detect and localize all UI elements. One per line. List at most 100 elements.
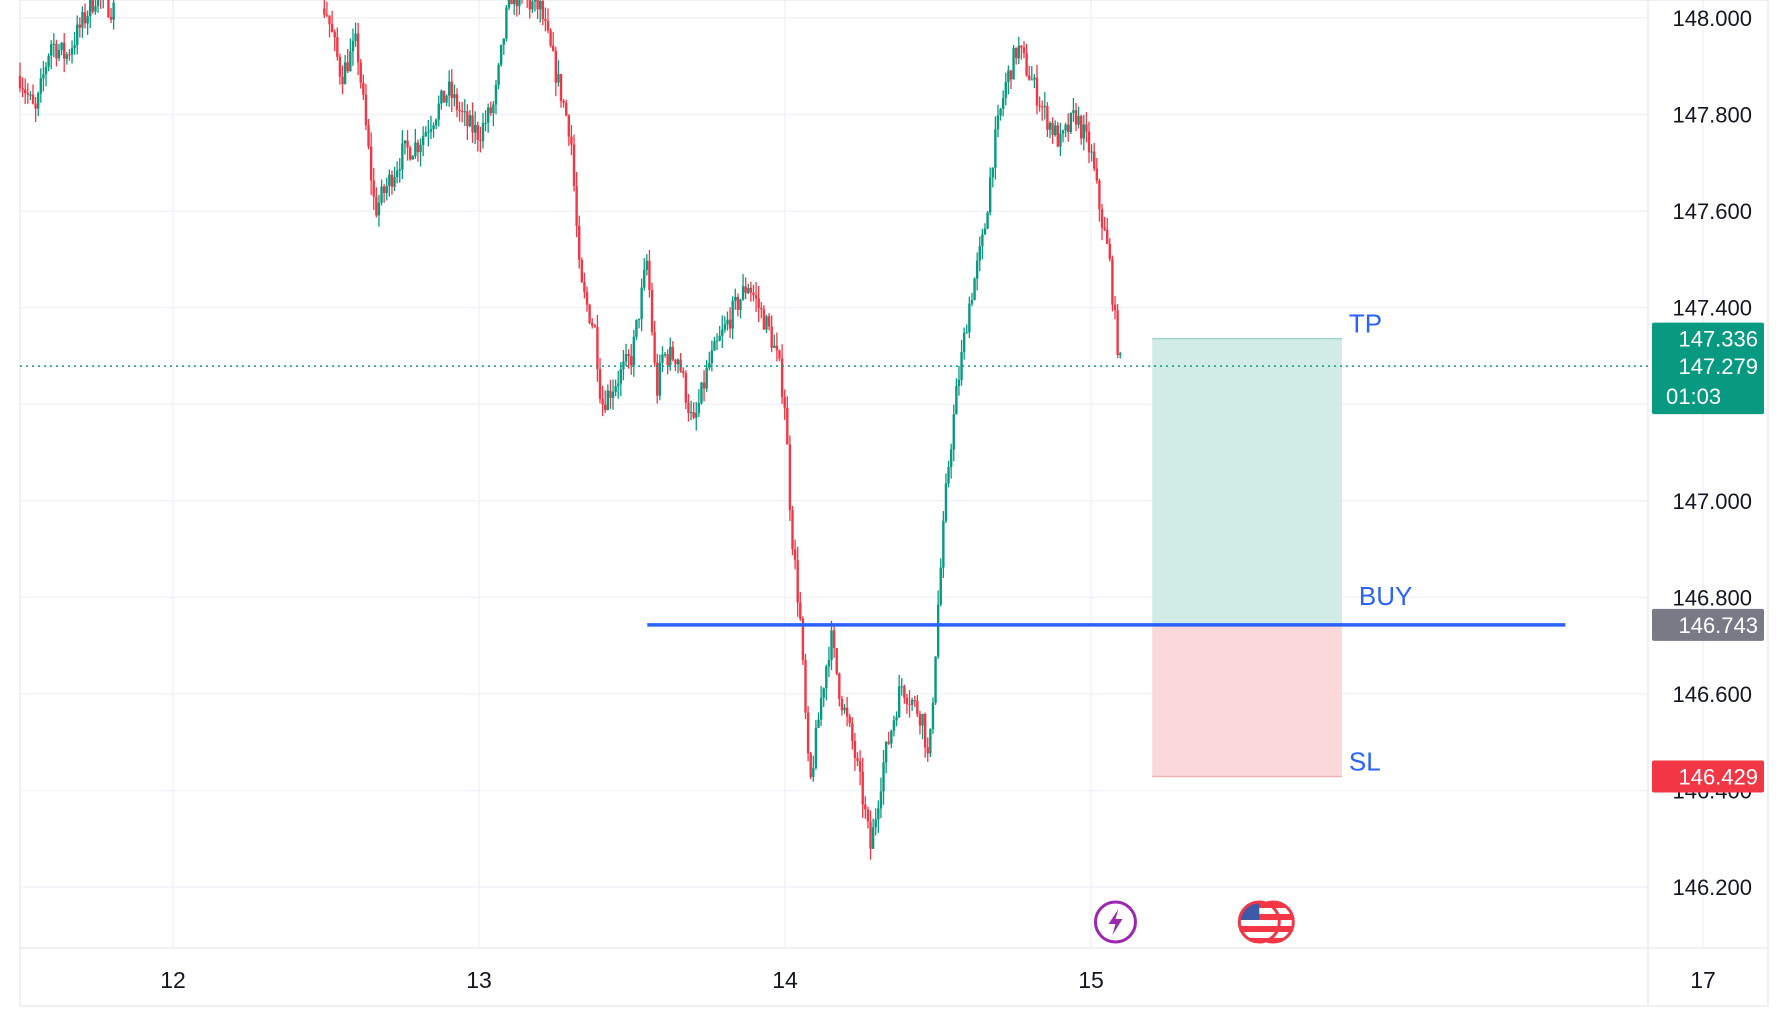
us-flag-event[interactable] xyxy=(1237,900,1295,944)
candle-body xyxy=(1080,116,1083,139)
candle-body xyxy=(554,50,558,83)
current-price-value: 147.279 xyxy=(1678,354,1758,379)
take-profit-zone[interactable] xyxy=(1152,338,1342,625)
candle-body xyxy=(845,707,849,717)
candle-body xyxy=(614,386,617,392)
candle-body xyxy=(864,804,867,810)
candle-body xyxy=(437,103,440,120)
candle-body xyxy=(892,720,896,731)
candle-body xyxy=(817,719,820,728)
candle-body xyxy=(897,686,901,718)
candle-body xyxy=(385,185,388,194)
sl-price-value: 146.429 xyxy=(1678,764,1758,789)
candle-body xyxy=(1100,209,1104,228)
y-tick-label: 146.600 xyxy=(1672,682,1752,707)
candle-body xyxy=(1035,77,1039,106)
candle-body xyxy=(757,298,760,308)
y-tick-label: 147.000 xyxy=(1672,489,1752,514)
candle-body xyxy=(708,363,711,368)
candle-body xyxy=(89,0,92,17)
position-zones[interactable] xyxy=(1152,337,1342,778)
candle-body xyxy=(432,125,435,130)
candle-body xyxy=(695,412,698,418)
candle-body xyxy=(1001,98,1005,109)
candle-body xyxy=(799,602,802,619)
candle-body xyxy=(726,319,729,325)
candle-body xyxy=(942,520,945,568)
candle-body xyxy=(533,0,537,2)
candle-body xyxy=(1056,125,1059,147)
candle-body xyxy=(549,30,552,46)
candle-body xyxy=(812,767,815,777)
candle-body xyxy=(440,90,443,104)
candle-body xyxy=(840,698,844,711)
candle-body xyxy=(770,326,773,348)
candle-body xyxy=(1085,124,1088,132)
candle-body xyxy=(403,140,407,144)
candle-body xyxy=(788,444,792,511)
candle-body xyxy=(835,647,838,674)
candle-body xyxy=(1004,81,1007,99)
candle-body xyxy=(86,16,89,24)
stop-loss-zone[interactable] xyxy=(1152,624,1342,777)
candle-body xyxy=(596,326,599,370)
candle-body xyxy=(109,16,113,20)
candle-body xyxy=(923,714,927,748)
candle-body xyxy=(814,727,818,768)
lightning-event[interactable] xyxy=(1093,900,1137,944)
candle-body xyxy=(536,0,539,10)
candle-body xyxy=(796,560,799,603)
candle-body xyxy=(484,122,487,124)
candle-body xyxy=(921,714,924,726)
tp-label: TP xyxy=(1349,309,1382,339)
candle-body xyxy=(1048,122,1052,130)
candle-body xyxy=(1067,124,1070,133)
candle-body xyxy=(830,630,833,661)
candle-body xyxy=(676,359,680,365)
candle-body xyxy=(793,549,797,561)
candle-body xyxy=(728,319,732,329)
candle-body xyxy=(895,717,898,721)
candle-body xyxy=(562,100,565,103)
candle-body xyxy=(640,287,643,319)
candle-body xyxy=(580,259,584,283)
candle-body xyxy=(447,81,451,96)
candle-body xyxy=(57,49,61,59)
candle-body xyxy=(349,51,352,72)
candle-body xyxy=(107,0,110,17)
candle-body xyxy=(947,467,950,484)
candle-body xyxy=(786,407,789,445)
event-markers[interactable] xyxy=(1093,900,1295,944)
candle-body xyxy=(364,94,368,126)
candle-body xyxy=(429,129,433,132)
candle-body xyxy=(388,174,391,186)
candle-body xyxy=(65,54,69,59)
candles xyxy=(18,0,1122,860)
x-axis: 12 13 14 15 17 xyxy=(160,967,1716,993)
candle-body xyxy=(1051,122,1054,135)
candle-body xyxy=(1040,106,1044,108)
candle-body xyxy=(1082,124,1086,139)
candle-body xyxy=(424,132,427,137)
candle-body xyxy=(377,202,381,216)
candle-body xyxy=(328,15,331,25)
candle-body xyxy=(398,169,401,171)
candle-body xyxy=(684,373,688,403)
candle-body xyxy=(905,697,909,705)
candle-body xyxy=(752,292,755,296)
candle-body xyxy=(539,0,542,10)
x-tick-label: 14 xyxy=(772,967,798,993)
candle-body xyxy=(1072,110,1075,113)
candle-body xyxy=(83,12,87,24)
candle-body xyxy=(609,390,612,398)
candle-body xyxy=(44,66,48,75)
candle-body xyxy=(749,287,753,293)
candle-body xyxy=(916,700,919,715)
candle-body xyxy=(973,278,976,301)
tp-price-value: 147.336 xyxy=(1678,327,1758,352)
candle-body xyxy=(710,350,714,364)
buy-label: BUY xyxy=(1359,581,1412,611)
candle-body xyxy=(804,659,807,713)
